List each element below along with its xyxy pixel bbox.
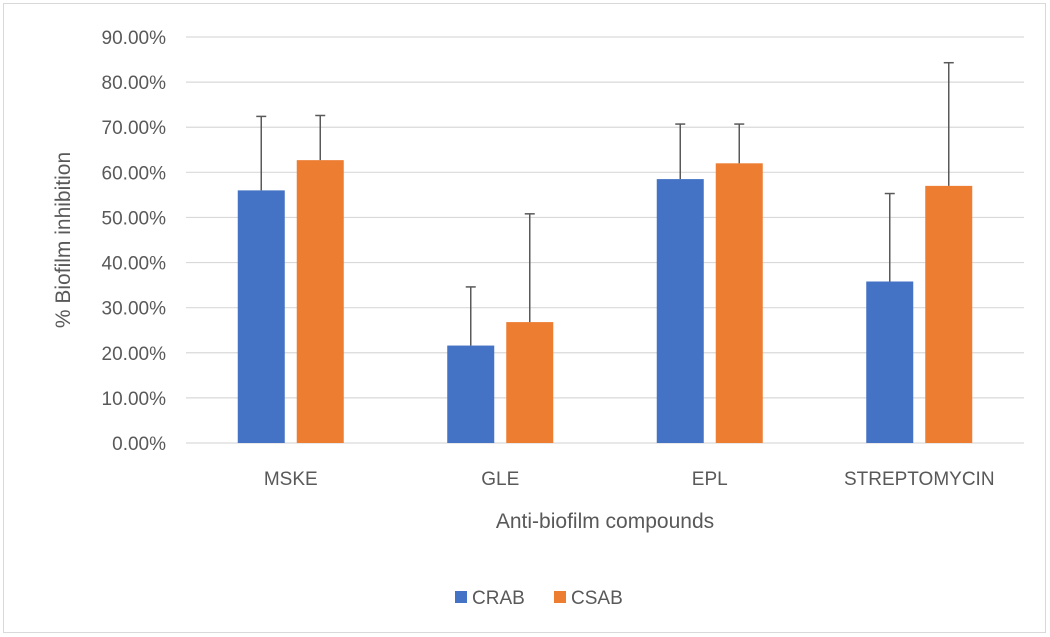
y-tick-label: 60.00% <box>102 163 167 184</box>
y-tick-label: 30.00% <box>102 299 167 320</box>
bar-crab-streptomycin <box>866 281 914 443</box>
y-axis-title: % Biofilm inhibition <box>52 152 75 328</box>
legend-swatch-crab <box>455 591 467 603</box>
bar-csab-epl <box>715 163 763 444</box>
y-tick-label: 0.00% <box>112 434 166 455</box>
legend: CRAB CSAB <box>455 588 623 609</box>
x-tick-label: STREPTOMYCIN <box>844 469 995 490</box>
x-axis-title: Anti-biofilm compounds <box>496 510 714 533</box>
legend-swatch-csab <box>554 591 566 603</box>
y-tick-label: 50.00% <box>102 208 167 229</box>
bar-crab-epl <box>656 179 704 443</box>
x-tick-label: EPL <box>692 469 728 490</box>
y-tick-label: 20.00% <box>102 344 167 365</box>
y-axis-tick-labels: 0.00% 10.00% 20.00% 30.00% 40.00% 50.00% 60.00… <box>102 28 167 455</box>
error-bars <box>256 61 954 346</box>
bars <box>237 160 973 444</box>
x-axis-tick-labels: MSKE GLE EPL STREPTOMYCIN <box>264 469 995 490</box>
x-tick-label: GLE <box>481 469 519 490</box>
legend-label-csab: CSAB <box>571 588 623 609</box>
y-tick-label: 80.00% <box>102 73 167 94</box>
bar-crab-mske <box>237 190 285 443</box>
legend-label-crab: CRAB <box>472 588 525 609</box>
y-tick-label: 70.00% <box>102 118 167 139</box>
bar-csab-mske <box>296 160 344 444</box>
bar-csab-streptomycin <box>925 185 973 443</box>
y-tick-label: 10.00% <box>102 389 167 410</box>
x-tick-label: MSKE <box>264 469 318 490</box>
y-tick-label: 90.00% <box>102 28 167 49</box>
y-tick-label: 40.00% <box>102 254 167 275</box>
bar-crab-gle <box>447 345 495 443</box>
bar-csab-gle <box>506 322 554 443</box>
